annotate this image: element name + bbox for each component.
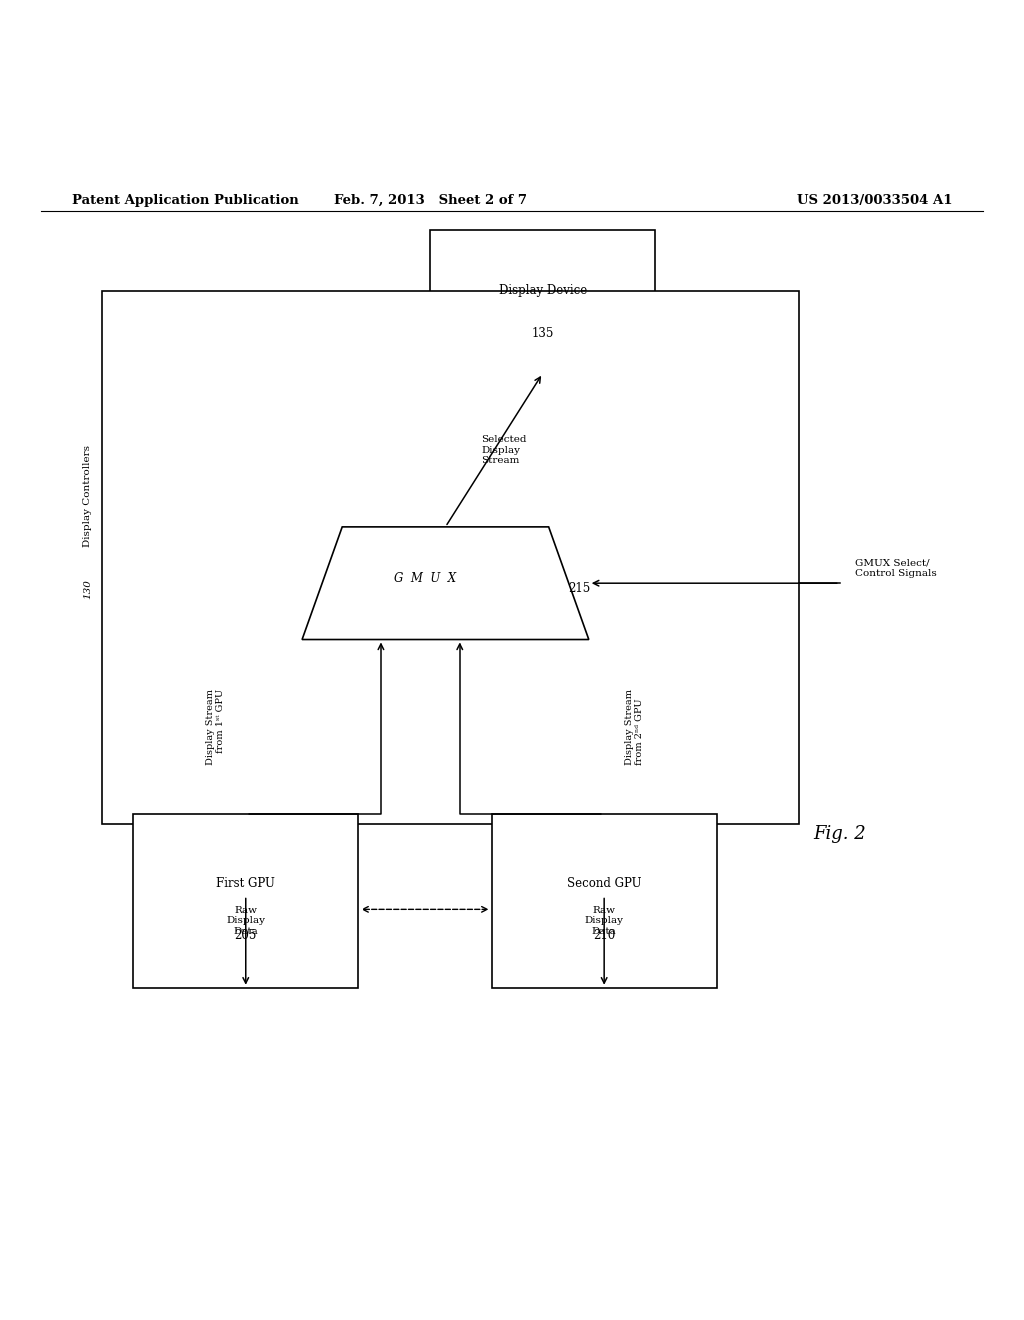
Text: Second GPU: Second GPU bbox=[567, 876, 641, 890]
FancyBboxPatch shape bbox=[102, 292, 799, 824]
Text: G  M  U  X: G M U X bbox=[394, 572, 456, 585]
Text: 135: 135 bbox=[531, 326, 554, 339]
Text: US 2013/0033504 A1: US 2013/0033504 A1 bbox=[797, 194, 952, 207]
Text: First GPU: First GPU bbox=[216, 876, 275, 890]
Text: 130: 130 bbox=[83, 578, 92, 598]
Text: Selected
Display
Stream: Selected Display Stream bbox=[481, 436, 526, 465]
Text: Fig. 2: Fig. 2 bbox=[813, 825, 866, 843]
Text: Display Stream
from 1ˢᵗ GPU: Display Stream from 1ˢᵗ GPU bbox=[206, 689, 225, 764]
Text: Display Controllers: Display Controllers bbox=[83, 445, 92, 548]
FancyBboxPatch shape bbox=[133, 813, 358, 987]
Text: GMUX Select/
Control Signals: GMUX Select/ Control Signals bbox=[855, 558, 937, 578]
Text: Display Device: Display Device bbox=[499, 284, 587, 297]
Text: Patent Application Publication: Patent Application Publication bbox=[72, 194, 298, 207]
Text: Display Stream
from 2ⁿᵈ GPU: Display Stream from 2ⁿᵈ GPU bbox=[625, 689, 644, 764]
FancyBboxPatch shape bbox=[492, 813, 717, 987]
Text: Feb. 7, 2013   Sheet 2 of 7: Feb. 7, 2013 Sheet 2 of 7 bbox=[334, 194, 526, 207]
Text: Raw
Display
Data: Raw Display Data bbox=[226, 906, 265, 936]
FancyBboxPatch shape bbox=[430, 230, 655, 374]
Text: 215: 215 bbox=[568, 582, 591, 595]
Text: 210: 210 bbox=[593, 929, 615, 942]
Text: 205: 205 bbox=[234, 929, 257, 942]
Polygon shape bbox=[302, 527, 589, 639]
Text: Raw
Display
Data: Raw Display Data bbox=[585, 906, 624, 936]
